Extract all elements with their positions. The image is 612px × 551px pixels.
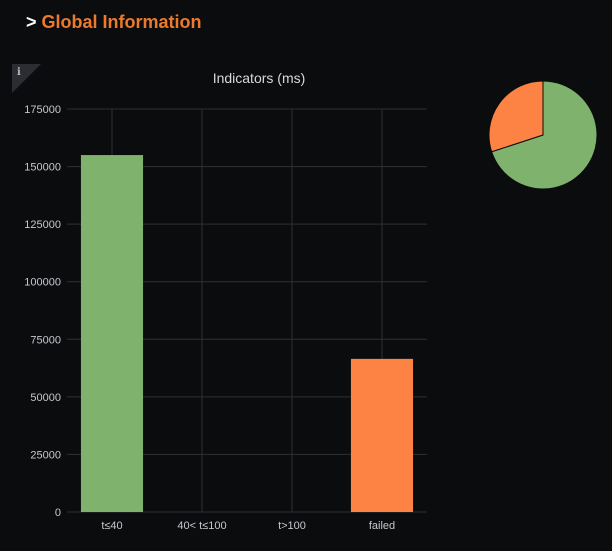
collapse-chevron[interactable]: > [26,12,37,32]
bar-chart: Indicators (ms) 0 25000 50000 75000 100000 125… [24,70,427,532]
info-corner-shape [12,64,41,93]
y-tick-label: 175000 [24,104,61,116]
x-tick-label: t>100 [278,520,306,532]
x-tick-label: 40< t≤100 [177,520,226,532]
x-tick-label: t≤40 [101,520,122,532]
chart-title: Indicators (ms) [213,70,306,86]
y-tick-label: 50000 [30,392,61,404]
x-tick-label: failed [369,520,395,532]
info-icon: i [17,67,21,78]
bar-0[interactable] [80,155,144,513]
section-title[interactable]: > Global Information [26,11,202,33]
y-tick-label: 100000 [24,277,61,289]
pie-chart [488,80,598,190]
section-title-text: Global Information [41,12,202,32]
y-tick-label: 125000 [24,219,61,231]
y-tick-label: 75000 [30,334,61,346]
y-tick-label: 0 [55,507,61,519]
y-tick-label: 25000 [30,449,61,461]
panel-info-corner[interactable]: i [12,64,41,93]
pie-slice-0[interactable] [491,80,598,190]
pie-slice-3[interactable] [488,80,544,153]
y-tick-label: 150000 [24,162,61,174]
bar-3[interactable] [350,358,414,512]
